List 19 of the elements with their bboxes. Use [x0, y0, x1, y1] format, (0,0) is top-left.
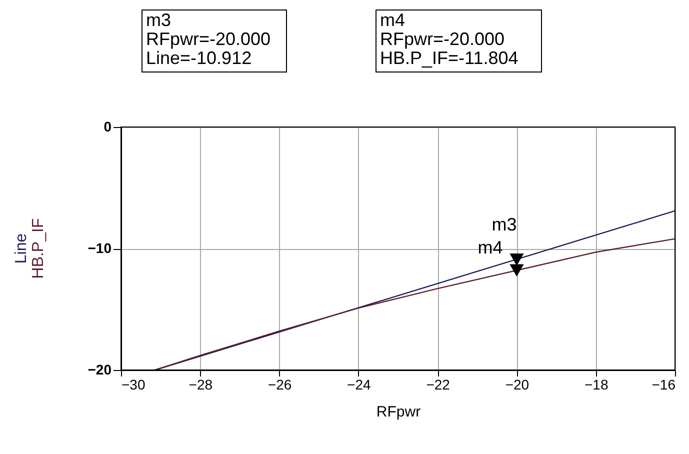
line-series: [154, 238, 676, 371]
x-tick-label: −18: [584, 376, 608, 392]
x-tick-label: −28: [188, 376, 213, 392]
x-tick-label: −16: [652, 376, 676, 392]
text: HB.P_IF: [30, 218, 47, 279]
annotation: m3: [492, 214, 517, 235]
x-tick-label: −26: [268, 376, 292, 392]
y-tick-label: 0: [104, 118, 112, 134]
x-tick-label: −24: [347, 376, 372, 392]
x-tick-label: −30: [122, 376, 146, 392]
x-tick-label: −22: [426, 376, 450, 392]
annotation: m4: [478, 237, 503, 258]
text: Line: [13, 233, 30, 264]
text: m4 RFpwr=-20.000 HB.P_IF=-11.804: [380, 10, 518, 68]
y-tick-label: −10: [88, 240, 112, 256]
x-axis-title: RFpwr: [376, 404, 421, 420]
y-tick-label: −20: [88, 362, 112, 378]
text: m3 RFpwr=-20.000 Line=-10.912: [146, 10, 271, 68]
x-tick-label: −20: [505, 376, 530, 392]
